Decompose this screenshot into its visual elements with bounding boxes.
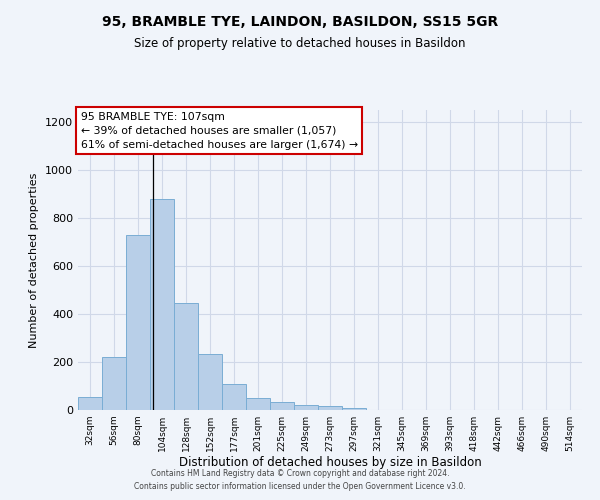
Bar xyxy=(102,357,126,410)
Bar xyxy=(174,303,198,410)
Bar xyxy=(246,398,270,410)
Bar xyxy=(222,384,246,410)
Bar xyxy=(294,405,318,410)
Text: 95 BRAMBLE TYE: 107sqm
← 39% of detached houses are smaller (1,057)
61% of semi-: 95 BRAMBLE TYE: 107sqm ← 39% of detached… xyxy=(80,112,358,150)
Text: 95, BRAMBLE TYE, LAINDON, BASILDON, SS15 5GR: 95, BRAMBLE TYE, LAINDON, BASILDON, SS15… xyxy=(102,15,498,29)
Y-axis label: Number of detached properties: Number of detached properties xyxy=(29,172,40,348)
Bar xyxy=(270,402,294,410)
Bar xyxy=(78,397,102,410)
Text: Distribution of detached houses by size in Basildon: Distribution of detached houses by size … xyxy=(179,456,481,469)
Bar xyxy=(318,406,342,410)
Bar xyxy=(150,199,174,410)
Bar xyxy=(198,354,222,410)
Text: Contains HM Land Registry data © Crown copyright and database right 2024.
Contai: Contains HM Land Registry data © Crown c… xyxy=(134,470,466,491)
Bar xyxy=(126,235,150,410)
Bar xyxy=(342,408,366,410)
Text: Size of property relative to detached houses in Basildon: Size of property relative to detached ho… xyxy=(134,38,466,51)
